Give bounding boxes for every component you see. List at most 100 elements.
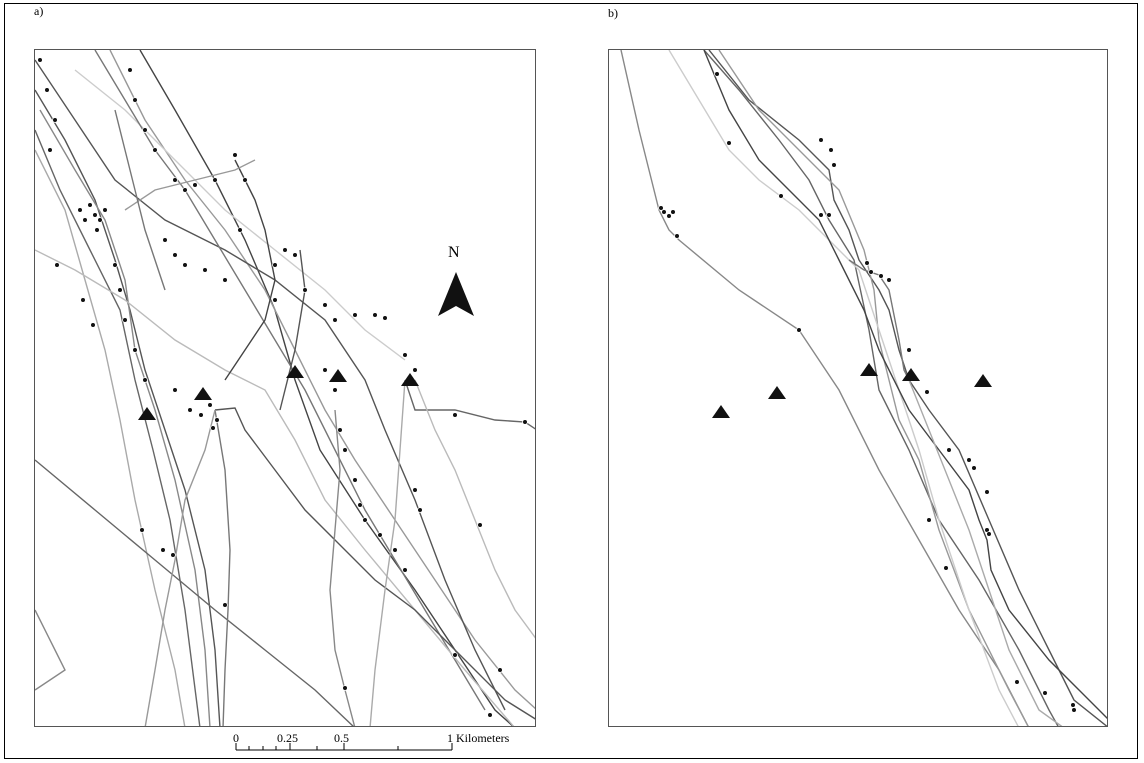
station-triangle-icon: [138, 407, 156, 420]
fix-point: [666, 213, 672, 219]
fix-point: [661, 209, 667, 215]
track-line: [708, 50, 1107, 726]
fix-point: [796, 327, 802, 333]
fix-point: [878, 273, 884, 279]
fix-point: [292, 252, 298, 258]
fix-point: [152, 147, 158, 153]
fix-point: [112, 262, 118, 268]
fix-point: [139, 527, 145, 533]
fix-point: [362, 517, 368, 523]
fix-point: [412, 487, 418, 493]
track-fixes: [658, 71, 1077, 713]
fix-point: [47, 147, 53, 153]
fix-point: [214, 417, 220, 423]
station-markers: [138, 365, 419, 420]
fix-point: [477, 522, 483, 528]
track-line: [848, 259, 910, 381]
station-triangle-icon: [712, 405, 730, 418]
fix-point: [372, 312, 378, 318]
fix-point: [971, 465, 977, 471]
fix-point: [1042, 690, 1048, 696]
scale-tick-0.5: 0.5: [334, 731, 349, 745]
track-line: [35, 609, 66, 691]
fix-point: [342, 447, 348, 453]
fix-point: [162, 237, 168, 243]
fix-point: [522, 419, 528, 425]
fix-point: [222, 277, 228, 283]
fix-point: [132, 97, 138, 103]
fix-point: [182, 262, 188, 268]
fix-point: [377, 532, 383, 538]
scale-unit-label: Kilometers: [456, 731, 510, 745]
fix-point: [452, 412, 458, 418]
fix-point: [332, 317, 338, 323]
fix-point: [92, 212, 98, 218]
track-line: [620, 50, 1029, 726]
fix-point: [122, 317, 128, 323]
track-line: [668, 50, 1019, 726]
track-line: [124, 159, 256, 211]
fix-point: [77, 207, 83, 213]
fix-point: [818, 212, 824, 218]
fix-point: [202, 267, 208, 273]
fix-point: [237, 227, 243, 233]
track-line: [139, 50, 514, 726]
fix-point: [382, 315, 388, 321]
track-line: [279, 249, 306, 411]
fix-point: [132, 347, 138, 353]
track-line: [703, 50, 1059, 726]
fix-point: [97, 217, 103, 223]
fix-point: [272, 262, 278, 268]
track-line: [114, 109, 166, 291]
fix-point: [80, 297, 86, 303]
fix-point: [402, 567, 408, 573]
fix-point: [352, 312, 358, 318]
fix-point: [1070, 702, 1076, 708]
fix-point: [82, 217, 88, 223]
fix-point: [142, 127, 148, 133]
track-line: [94, 50, 486, 711]
track-line: [35, 89, 221, 726]
fix-point: [818, 137, 824, 143]
fix-point: [658, 205, 664, 211]
fix-point: [117, 287, 123, 293]
fix-point: [127, 67, 133, 73]
fix-point: [452, 652, 458, 658]
station-markers: [712, 363, 992, 418]
track-line: [35, 249, 515, 726]
scale-tick-0.25: 0.25: [277, 731, 298, 745]
track-line: [414, 379, 535, 639]
fix-point: [332, 387, 338, 393]
fix-point: [172, 387, 178, 393]
north-arrow-icon: [438, 272, 474, 316]
fix-point: [242, 177, 248, 183]
track-line: [35, 459, 354, 726]
fix-point: [828, 147, 834, 153]
track-line: [214, 407, 535, 720]
fix-point: [94, 227, 100, 233]
scale-bar: [235, 743, 453, 751]
fix-point: [54, 262, 60, 268]
fix-point: [966, 457, 972, 463]
fix-point: [1071, 707, 1077, 713]
fix-point: [322, 302, 328, 308]
station-triangle-icon: [194, 387, 212, 400]
fix-point: [417, 507, 423, 513]
station-triangle-icon: [860, 363, 878, 376]
fix-point: [87, 202, 93, 208]
fix-point: [402, 352, 408, 358]
track-line: [224, 159, 276, 381]
panel-a-label: a): [34, 4, 44, 18]
fix-point: [142, 377, 148, 383]
north-arrow-label: N: [448, 244, 460, 261]
fix-point: [674, 233, 680, 239]
fix-point: [172, 252, 178, 258]
fix-point: [37, 57, 43, 63]
fix-point: [337, 427, 343, 433]
fix-point: [714, 71, 720, 77]
track-line: [74, 69, 406, 361]
fix-point: [282, 247, 288, 253]
scale-tick-1: 1: [447, 731, 453, 745]
fix-point: [342, 685, 348, 691]
fix-point: [207, 402, 213, 408]
